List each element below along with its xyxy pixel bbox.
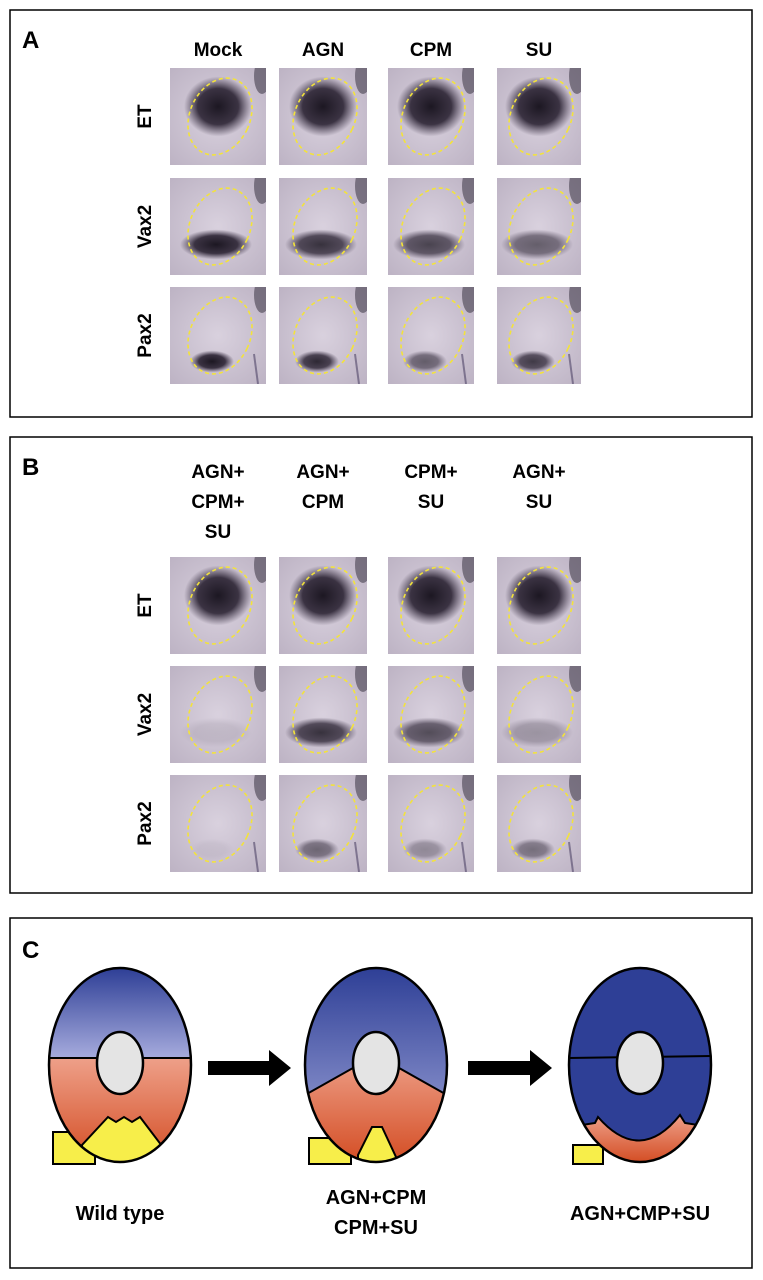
micrograph-tile: [279, 178, 367, 275]
row-label: Pax2: [135, 801, 156, 845]
micrograph-tile: [279, 775, 367, 872]
column-header-line: SU: [526, 492, 552, 513]
eye-outline: [400, 296, 466, 375]
row-label: ET: [135, 593, 156, 618]
micrograph-tile: [170, 775, 266, 872]
column-header-line: CPM+: [191, 492, 244, 513]
row-label: ET: [135, 104, 156, 129]
eye-outline: [508, 675, 574, 754]
micrograph-tile: [279, 287, 367, 384]
column-header: CPM: [410, 40, 452, 61]
eye-outline: [292, 296, 358, 375]
panel-b: B AGN+ CPM+ SU AGN+ CPM CPM+ SU AGN+ SU ET Vax2 Pa…: [9, 436, 753, 894]
eye-outline: [508, 187, 574, 266]
panel-a: A Mock AGN CPM SU ET Vax2 Pax2: [9, 9, 753, 418]
micrograph-tile: [388, 666, 474, 763]
eye-outline: [508, 77, 574, 156]
eye-outline: [508, 566, 574, 645]
micrograph-tile: [388, 68, 474, 165]
eye-outline: [187, 784, 253, 863]
micrograph-tile: [279, 666, 367, 763]
eye-outline: [187, 296, 253, 375]
column-header: AGN: [302, 40, 344, 61]
column-header-line: AGN+: [296, 462, 349, 483]
panel-a-letter: A: [22, 27, 39, 54]
micrograph-tile: [388, 775, 474, 872]
condition-label: Wild type: [76, 1203, 165, 1225]
micrograph-tile: [170, 68, 266, 165]
micrograph-tile: [388, 557, 474, 654]
micrograph-tile: [170, 287, 266, 384]
eye-schematic: [47, 966, 193, 1165]
panel-a-frame: [9, 9, 753, 418]
arrow-icon: [208, 1050, 291, 1086]
condition-label: AGN+CMP+SU: [570, 1203, 710, 1225]
eye-outline: [187, 675, 253, 754]
micrograph-tile: [497, 557, 581, 654]
micrograph-tile: [388, 178, 474, 275]
condition-label: CPM+SU: [334, 1217, 418, 1239]
lens: [95, 1030, 145, 1096]
panel-b-letter: B: [22, 454, 39, 481]
micrograph-tile: [170, 666, 266, 763]
eye-outline: [400, 675, 466, 754]
eye-outline: [187, 566, 253, 645]
column-header: SU: [526, 40, 552, 61]
eye-schematic: [567, 966, 713, 1165]
micrograph-tile: [388, 287, 474, 384]
panel-b-frame: [9, 436, 753, 894]
eye-outline: [187, 77, 253, 156]
condition-label: AGN+CPM: [326, 1187, 427, 1209]
lens: [351, 1030, 401, 1096]
column-header-line: AGN+: [191, 462, 244, 483]
micrograph-tile: [279, 557, 367, 654]
column-header-line: SU: [418, 492, 444, 513]
row-label: Vax2: [135, 205, 156, 248]
eye-outline: [508, 784, 574, 863]
eye-outline: [292, 675, 358, 754]
optic-stalk: [572, 1144, 604, 1165]
column-header-line: CPM+: [404, 462, 457, 483]
micrograph-tile: [279, 68, 367, 165]
micrograph-tile: [497, 178, 581, 275]
micrograph-tile: [170, 557, 266, 654]
row-label: Vax2: [135, 693, 156, 736]
column-header: Mock: [194, 40, 243, 61]
column-header-line: SU: [205, 522, 231, 543]
lens: [615, 1030, 665, 1096]
micrograph-tile: [497, 666, 581, 763]
eye-outline: [292, 566, 358, 645]
eye-outline: [508, 296, 574, 375]
micrograph-tile: [497, 775, 581, 872]
panel-c: C Wild type AGN+CPM CPM+SU AGN+CMP+SU: [9, 917, 753, 1269]
panel-c-frame: [9, 917, 753, 1269]
eye-outline: [292, 784, 358, 863]
column-header-line: CPM: [302, 492, 344, 513]
eye-outline: [187, 187, 253, 266]
eye-outline: [400, 187, 466, 266]
arrow-icon: [468, 1050, 552, 1086]
panel-c-letter: C: [22, 937, 39, 964]
micrograph-tile: [497, 287, 581, 384]
eye-outline: [400, 784, 466, 863]
micrograph-tile: [497, 68, 581, 165]
eye-outline: [400, 566, 466, 645]
eye-outline: [292, 77, 358, 156]
micrograph-tile: [170, 178, 266, 275]
eye-outline: [292, 187, 358, 266]
column-header-line: AGN+: [512, 462, 565, 483]
eye-outline: [400, 77, 466, 156]
row-label: Pax2: [135, 313, 156, 357]
eye-schematic: [303, 966, 449, 1165]
